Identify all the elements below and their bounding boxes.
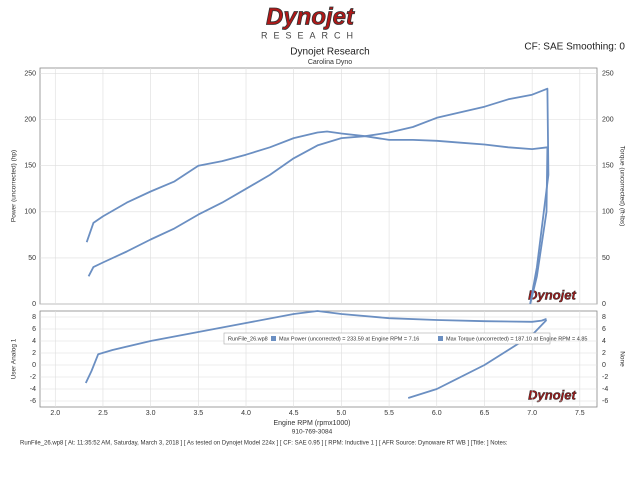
y2-tick-label: 100 <box>602 209 614 216</box>
y2-tick-label: 150 <box>602 163 614 170</box>
y-tick-label: 50 <box>28 255 36 262</box>
y2-tick-label: -2 <box>602 374 608 381</box>
series-line <box>85 130 549 305</box>
y-tick-label: 0 <box>32 362 36 369</box>
y2-label: Torque (uncorrected) (ft-lbs) <box>618 146 625 227</box>
chart-title: Dynojet Research <box>290 47 369 58</box>
watermark: Dynojet <box>528 387 576 402</box>
x-tick-label: 4.0 <box>241 410 251 417</box>
y2-tick-label: 2 <box>602 350 606 357</box>
logo-sub: RESEARCH <box>261 30 359 40</box>
y2-tick-label: 0 <box>602 362 606 369</box>
x-tick-label: 7.5 <box>575 410 585 417</box>
y-label: Power (uncorrected) (hp) <box>11 150 18 222</box>
y-tick-label: 6 <box>32 326 36 333</box>
legend-box <box>223 332 551 345</box>
footer: RunFile_26.wp8 [ At: 11:35:52 AM, Saturd… <box>20 441 508 447</box>
legend-file: RunFile_26.wp8 <box>228 336 268 342</box>
x-tick-label: 5.0 <box>337 410 347 417</box>
y-tick-label: 100 <box>24 209 36 216</box>
logo-name: Dynojet <box>266 3 355 30</box>
y2-tick-label: 6 <box>602 326 606 333</box>
x-tick-label: 2.0 <box>50 410 60 417</box>
y-tick-label: 250 <box>24 70 36 77</box>
x-tick-label: 6.0 <box>432 410 442 417</box>
legend-swatch <box>271 336 276 341</box>
y-tick-label: -6 <box>30 398 36 405</box>
note: CF: SAE Smoothing: 0 <box>524 42 625 53</box>
y-label: User Analog 1 <box>11 338 18 379</box>
y-tick-label: 4 <box>32 338 36 345</box>
y-tick-label: 200 <box>24 116 36 123</box>
y2-label: None <box>618 351 625 367</box>
y-tick-label: 150 <box>24 163 36 170</box>
y-tick-label: 2 <box>32 350 36 357</box>
legend-swatch <box>438 336 443 341</box>
y-tick-label: -2 <box>30 374 36 381</box>
x-tick-label: 3.5 <box>193 410 203 417</box>
y-tick-label: -4 <box>30 386 36 393</box>
chart-subtitle: Carolina Dyno <box>308 59 352 66</box>
legend: RunFile_26.wp8 Max Power (uncorrected) =… <box>223 332 587 345</box>
y2-tick-label: 8 <box>602 314 606 321</box>
x-tick-label: 4.5 <box>289 410 299 417</box>
series-line <box>84 310 548 399</box>
legend-item: Max Power (uncorrected) = 233.59 at Engi… <box>279 336 419 342</box>
legend-item: Max Torque (uncorrected) = 187.10 at Eng… <box>446 336 587 342</box>
y2-tick-label: 50 <box>602 255 610 262</box>
y2-tick-label: 0 <box>602 301 606 308</box>
x-tick-label: 6.5 <box>480 410 490 417</box>
x-tick-label: 5.5 <box>384 410 394 417</box>
x-tick-label: 7.0 <box>527 410 537 417</box>
y2-tick-label: -4 <box>602 386 608 393</box>
y2-tick-label: -6 <box>602 398 608 405</box>
y-tick-label: 8 <box>32 314 36 321</box>
y-tick-label: 0 <box>32 301 36 308</box>
series-line <box>87 87 550 305</box>
y2-tick-label: 250 <box>602 70 614 77</box>
watermark: Dynojet <box>528 287 576 302</box>
x-tick-label: 3.0 <box>146 410 156 417</box>
x-tick-label: 2.5 <box>98 410 108 417</box>
y2-tick-label: 4 <box>602 338 606 345</box>
y2-tick-label: 200 <box>602 116 614 123</box>
x-label: Engine RPM (rpmx1000) <box>273 420 350 427</box>
phone: 910-769-3084 <box>292 429 333 436</box>
